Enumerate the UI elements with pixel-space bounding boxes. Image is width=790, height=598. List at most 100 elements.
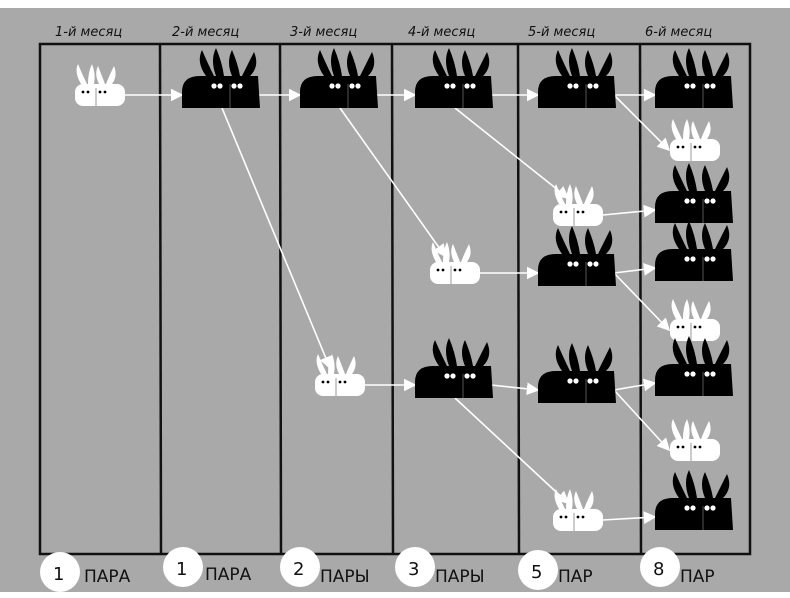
column-divider — [158, 43, 163, 555]
ear — [88, 64, 95, 84]
ear — [672, 50, 687, 76]
count-circle — [163, 547, 203, 587]
ear — [213, 48, 224, 76]
column-divider — [390, 43, 395, 555]
eye — [710, 198, 716, 204]
ear — [566, 489, 573, 509]
ear — [686, 163, 697, 191]
column-divider — [278, 43, 283, 555]
ear — [446, 48, 457, 76]
ear — [683, 419, 690, 439]
month-header: 1-й месяц — [55, 25, 122, 40]
eye — [684, 198, 690, 204]
arrow — [454, 397, 570, 505]
ear — [331, 48, 342, 76]
eye — [326, 380, 330, 384]
ear — [96, 66, 105, 84]
labels: 1-й месяц 2-й месяц 3-й месяц 4-й месяц … — [40, 25, 715, 592]
ear — [671, 419, 682, 439]
eye — [441, 268, 445, 272]
month-header: 2-й месяц — [172, 25, 239, 40]
pair-count: 3 — [408, 559, 419, 580]
ear — [672, 223, 687, 249]
ear — [317, 50, 332, 76]
pair-unit: ПАР — [680, 567, 715, 587]
ear — [701, 421, 711, 439]
adult-rabbit-pair — [300, 48, 378, 108]
ear — [555, 50, 570, 76]
ear — [199, 50, 214, 76]
ear — [702, 338, 713, 364]
ear — [701, 301, 711, 319]
eye — [576, 210, 580, 214]
eye — [329, 83, 335, 89]
eye — [698, 445, 702, 449]
arrow — [613, 378, 657, 392]
eye — [458, 268, 462, 272]
eye — [98, 90, 102, 94]
adult-rabbit-pair — [655, 336, 733, 396]
ear — [671, 299, 682, 319]
young-rabbit-pair — [670, 119, 720, 161]
ear — [554, 489, 565, 509]
eye — [343, 380, 347, 384]
ear — [451, 244, 460, 262]
eye — [710, 256, 716, 262]
ear — [462, 50, 473, 76]
adult-rabbit-pair — [415, 48, 493, 108]
ear — [106, 66, 116, 84]
eye — [710, 505, 716, 511]
eye — [684, 505, 690, 511]
arrow — [221, 107, 332, 370]
ear — [585, 50, 596, 76]
young-rabbit-pair — [670, 299, 720, 341]
eye — [693, 325, 697, 329]
eye — [690, 83, 696, 89]
ear — [555, 228, 570, 254]
eye — [704, 256, 710, 262]
adult-rabbit-pair — [655, 163, 733, 223]
eye — [450, 83, 456, 89]
ear — [702, 50, 713, 76]
pair-unit: ПАРА — [84, 567, 131, 587]
eye — [567, 83, 573, 89]
eye — [581, 210, 585, 214]
pair-count: 1 — [53, 564, 64, 585]
ear — [691, 421, 700, 439]
ear — [432, 340, 447, 366]
eye — [464, 83, 470, 89]
ear — [585, 345, 596, 371]
arrows — [125, 88, 671, 525]
ear — [229, 50, 240, 76]
arrow — [613, 94, 671, 152]
ear — [598, 347, 613, 371]
count-circle — [280, 547, 320, 587]
arrow — [339, 107, 446, 258]
pair-count: 1 — [176, 559, 187, 580]
arrow — [454, 107, 570, 199]
column-divider — [516, 43, 521, 555]
adult-rabbit-pair — [538, 226, 616, 286]
ear — [702, 165, 713, 191]
eye — [681, 145, 685, 149]
adult-rabbit-pair — [182, 48, 260, 108]
eye — [559, 515, 563, 519]
ear — [686, 470, 697, 498]
ear — [715, 340, 730, 364]
eye — [698, 325, 702, 329]
ear — [554, 184, 565, 204]
ear — [715, 474, 730, 498]
count-circle — [518, 550, 558, 590]
ear — [574, 186, 583, 204]
ear — [569, 48, 580, 76]
eye — [573, 83, 579, 89]
adult-rabbit-pair — [415, 338, 493, 398]
ear — [346, 356, 356, 374]
ear — [475, 52, 490, 76]
ear — [316, 354, 327, 374]
eye — [321, 380, 325, 384]
eye — [593, 83, 599, 89]
paper-edge-bottom — [0, 592, 790, 598]
month-grid — [38, 42, 752, 556]
eye — [593, 261, 599, 267]
